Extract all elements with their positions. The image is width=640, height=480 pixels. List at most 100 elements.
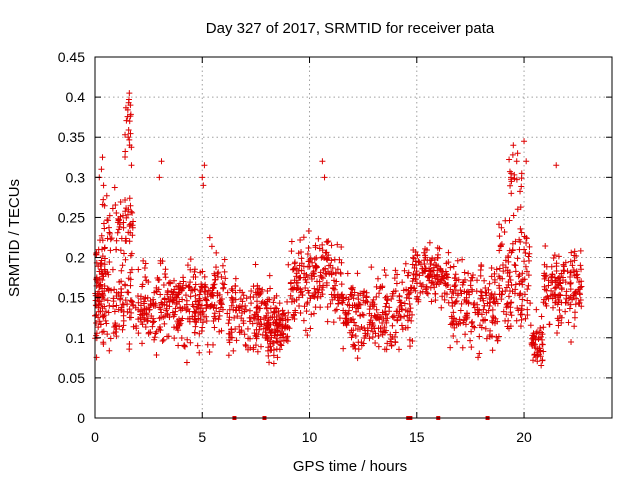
data-point	[567, 258, 574, 265]
data-point	[171, 324, 178, 331]
data-point	[211, 310, 218, 317]
data-point	[95, 263, 102, 270]
data-point	[272, 329, 279, 336]
data-point	[421, 249, 428, 256]
data-point	[101, 255, 108, 262]
data-point	[567, 280, 574, 287]
data-point	[563, 295, 570, 302]
data-point	[101, 312, 108, 319]
data-point	[389, 322, 396, 329]
data-point	[285, 261, 292, 268]
data-point	[307, 255, 314, 262]
y-tick-label: 0	[77, 410, 85, 426]
data-point	[576, 290, 583, 297]
data-point	[573, 252, 580, 259]
data-point	[171, 277, 178, 284]
data-point	[577, 297, 584, 304]
data-point	[305, 287, 312, 294]
data-point	[327, 300, 334, 307]
data-point	[183, 359, 190, 366]
data-point	[156, 174, 163, 181]
data-point	[375, 343, 382, 350]
data-point	[565, 319, 572, 326]
data-point	[534, 346, 541, 353]
data-point	[523, 268, 530, 275]
data-point	[355, 346, 362, 353]
data-point	[199, 284, 206, 291]
data-point	[556, 274, 563, 281]
data-point	[398, 322, 405, 329]
data-point	[502, 317, 509, 324]
data-point	[578, 266, 585, 273]
data-point	[287, 292, 294, 299]
data-point	[524, 297, 531, 304]
data-point	[127, 220, 134, 227]
data-point	[504, 270, 511, 277]
x-tick-label: 15	[409, 429, 425, 445]
data-point	[152, 330, 159, 337]
data-point	[492, 315, 499, 322]
data-point	[470, 301, 477, 308]
data-point	[248, 300, 255, 307]
data-point	[381, 267, 388, 274]
data-point	[135, 330, 142, 337]
data-point	[179, 296, 186, 303]
data-point	[525, 272, 532, 279]
data-point	[238, 328, 245, 335]
data-point	[426, 239, 433, 246]
data-point	[264, 337, 271, 344]
data-point	[468, 344, 475, 351]
data-point	[438, 277, 445, 284]
data-point	[155, 286, 162, 293]
data-point	[379, 319, 386, 326]
data-point	[139, 281, 146, 288]
data-point	[213, 264, 220, 271]
data-point	[445, 249, 452, 256]
data-point	[164, 291, 171, 298]
data-point	[300, 234, 307, 241]
data-point	[572, 301, 579, 308]
data-point	[198, 281, 205, 288]
data-point	[500, 268, 507, 275]
data-point	[399, 326, 406, 333]
data-point	[571, 314, 578, 321]
data-point	[473, 288, 480, 295]
data-point	[383, 346, 390, 353]
data-point	[319, 158, 326, 165]
data-point	[496, 247, 503, 254]
data-point	[459, 281, 466, 288]
data-point	[314, 294, 321, 301]
data-point	[468, 328, 475, 335]
data-point	[311, 273, 318, 280]
data-point	[278, 342, 285, 349]
data-point	[457, 287, 464, 294]
data-point	[151, 336, 158, 343]
data-point	[450, 309, 457, 316]
data-point	[250, 283, 257, 290]
data-point	[273, 346, 280, 353]
data-point	[370, 296, 377, 303]
data-point	[526, 243, 533, 250]
data-point	[516, 271, 523, 278]
data-point	[567, 279, 574, 286]
data-point	[128, 162, 135, 169]
data-point	[334, 241, 341, 248]
data-point	[512, 268, 519, 275]
data-point	[318, 274, 325, 281]
data-point	[391, 275, 398, 282]
data-point	[441, 290, 448, 297]
data-point	[336, 256, 343, 263]
data-point	[258, 300, 265, 307]
data-point	[567, 273, 574, 280]
data-point	[541, 270, 548, 277]
data-point	[177, 304, 184, 311]
data-point	[213, 249, 220, 256]
data-point	[187, 287, 194, 294]
data-point	[434, 254, 441, 261]
data-point	[352, 333, 359, 340]
data-point	[521, 246, 528, 253]
data-point	[134, 293, 141, 300]
data-point	[373, 293, 380, 300]
data-point	[502, 217, 509, 224]
data-point	[573, 295, 580, 302]
